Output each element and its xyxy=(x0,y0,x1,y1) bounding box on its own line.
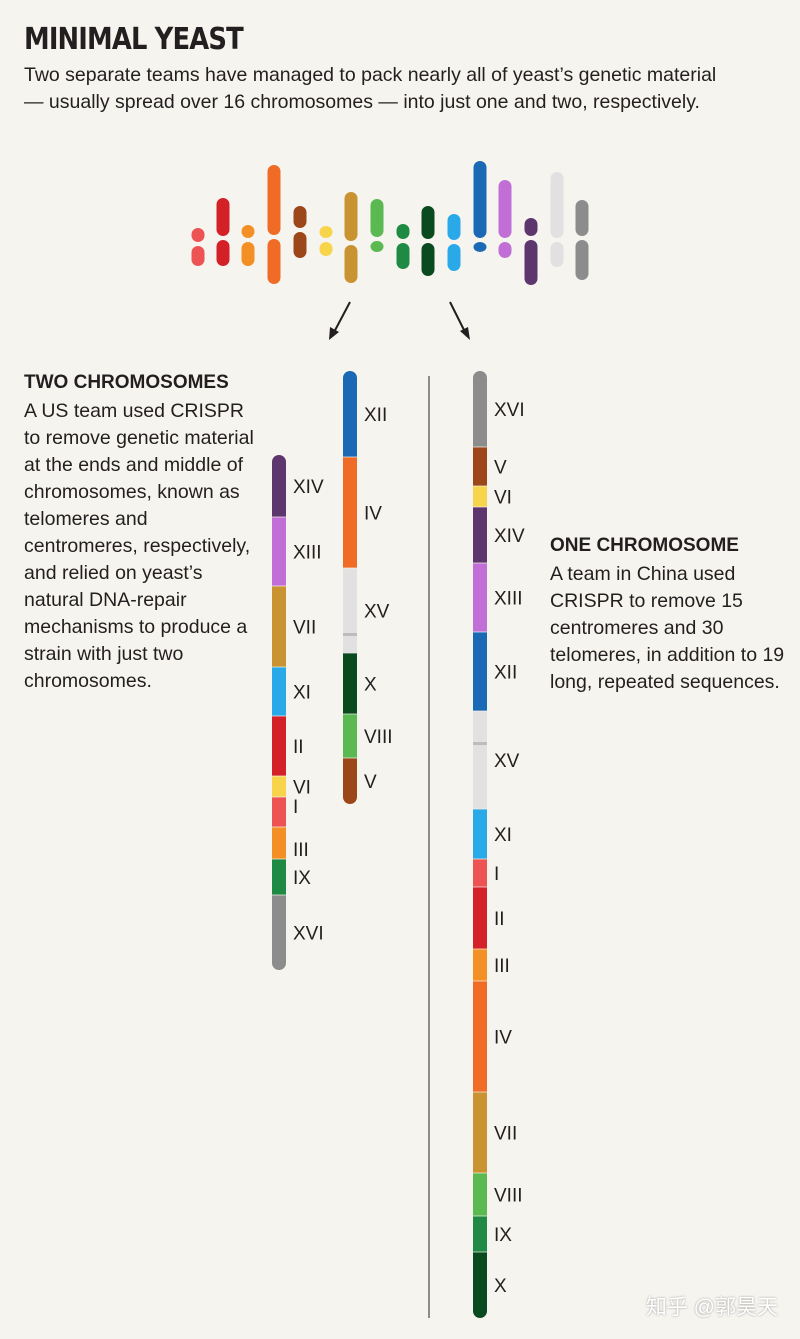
one-label-i: I xyxy=(494,864,499,885)
original-chromosome-ix xyxy=(396,224,410,269)
original-chromosome-xiv xyxy=(524,218,538,285)
one-label-xi: XI xyxy=(494,825,512,846)
one-segment-iv xyxy=(473,981,487,1092)
one-segment-ix xyxy=(473,1216,487,1252)
one-segment-x xyxy=(473,1252,487,1318)
one-segment-ii xyxy=(473,887,487,949)
two-left-label-xiv: XIV xyxy=(293,477,324,498)
two-right-segment-viii xyxy=(343,714,357,758)
two-left-segment-vii xyxy=(272,586,286,667)
one-label-xiii: XIII xyxy=(494,589,523,610)
two-left-label-iii: III xyxy=(293,840,309,861)
original-chromosome-xii xyxy=(473,161,487,252)
two-left-segment-ii xyxy=(272,716,286,776)
one-segment-xi xyxy=(473,809,487,859)
original-chromosome-iv xyxy=(267,165,281,284)
two-right-label-iv: IV xyxy=(364,504,382,525)
one-label-iv: IV xyxy=(494,1028,512,1049)
one-segment-iii xyxy=(473,949,487,981)
original-chromosome-vi xyxy=(319,226,333,256)
page-subtitle: Two separate teams have managed to pack … xyxy=(24,64,717,113)
two-right-segment-xv xyxy=(343,568,357,653)
two-right-label-viii: VIII xyxy=(364,727,393,748)
one-segment-xvi xyxy=(473,371,487,447)
original-chromosome-ii xyxy=(216,198,230,266)
two-left-label-vi: VI xyxy=(293,778,311,799)
two-right-label-xv: XV xyxy=(364,602,390,623)
one-segment-vi xyxy=(473,486,487,507)
two-right-label-v: V xyxy=(364,772,377,793)
two-left-label-xvi: XVI xyxy=(293,924,324,945)
one-label-v: V xyxy=(494,458,507,479)
two-left-label-i: I xyxy=(293,797,298,818)
original-chromosome-x xyxy=(421,206,435,276)
page-title: MINIMAL YEAST xyxy=(24,22,244,57)
original-chromosome-v xyxy=(293,206,307,258)
one-segment-v xyxy=(473,447,487,486)
two-left-label-xi: XI xyxy=(293,683,311,704)
original-chromosome-viii xyxy=(370,199,384,252)
one-segment-xv xyxy=(473,711,487,809)
original-chromosome-vii xyxy=(344,192,358,283)
one-label-vi: VI xyxy=(494,488,512,509)
one-label-ix: IX xyxy=(494,1225,512,1246)
two-left-segment-xiv xyxy=(272,455,286,517)
one-label-x: X xyxy=(494,1276,507,1297)
one-segment-vii xyxy=(473,1092,487,1173)
two-left-label-xiii: XIII xyxy=(293,543,322,564)
one-label-ii: II xyxy=(494,909,505,930)
one-label-viii: VIII xyxy=(494,1186,523,1207)
one-segment-xii xyxy=(473,632,487,711)
original-chromosome-iii xyxy=(241,225,255,266)
one-segment-viii xyxy=(473,1173,487,1216)
two-chromosomes-heading: TWO CHROMOSOMES xyxy=(24,372,229,393)
one-chromosome-text: A team in China used CRISPR to remove 15… xyxy=(550,563,785,693)
two-right-segment-xii xyxy=(343,371,357,457)
one-label-vii: VII xyxy=(494,1124,517,1145)
original-chromosome-i xyxy=(191,228,205,266)
original-chromosome-xvi xyxy=(575,200,589,280)
original-chromosome-xi xyxy=(447,214,461,271)
two-right-label-xii: XII xyxy=(364,405,387,426)
two-left-segment-xiii xyxy=(272,517,286,586)
two-left-label-ii: II xyxy=(293,737,304,758)
arrow-right-icon xyxy=(449,301,470,340)
one-label-xvi: XVI xyxy=(494,400,525,421)
original-chromosomes xyxy=(191,161,589,285)
watermark: 知乎 @郭昊天 xyxy=(645,1296,778,1319)
arrow-left-icon xyxy=(329,301,351,340)
two-chromosomes-text: A US team used CRISPR to remove genetic … xyxy=(24,400,254,692)
one-chromosome-heading: ONE CHROMOSOME xyxy=(550,535,739,556)
one-segment-i xyxy=(473,859,487,887)
two-right-segment-x xyxy=(343,653,357,714)
two-right-segment-v xyxy=(343,758,357,804)
two-left-label-vii: VII xyxy=(293,618,316,639)
one-label-xiv: XIV xyxy=(494,526,525,547)
one-segment-xiii xyxy=(473,563,487,632)
two-right-segment-iv xyxy=(343,457,357,568)
two-left-segment-i xyxy=(272,797,286,827)
one-label-xv: XV xyxy=(494,751,520,772)
two-chrom-right: XII IV XV X VIII V xyxy=(343,371,393,804)
two-left-segment-xvi xyxy=(272,895,286,970)
two-left-segment-iii xyxy=(272,827,286,859)
original-chromosome-xiii xyxy=(498,180,512,258)
two-left-segment-vi xyxy=(272,776,286,797)
two-left-segment-xi xyxy=(272,667,286,716)
original-chromosome-xv xyxy=(550,172,564,267)
one-segment-xiv xyxy=(473,507,487,563)
two-left-label-ix: IX xyxy=(293,868,311,889)
one-label-xii: XII xyxy=(494,663,517,684)
two-right-label-x: X xyxy=(364,675,377,696)
two-left-segment-ix xyxy=(272,859,286,895)
one-label-iii: III xyxy=(494,956,510,977)
